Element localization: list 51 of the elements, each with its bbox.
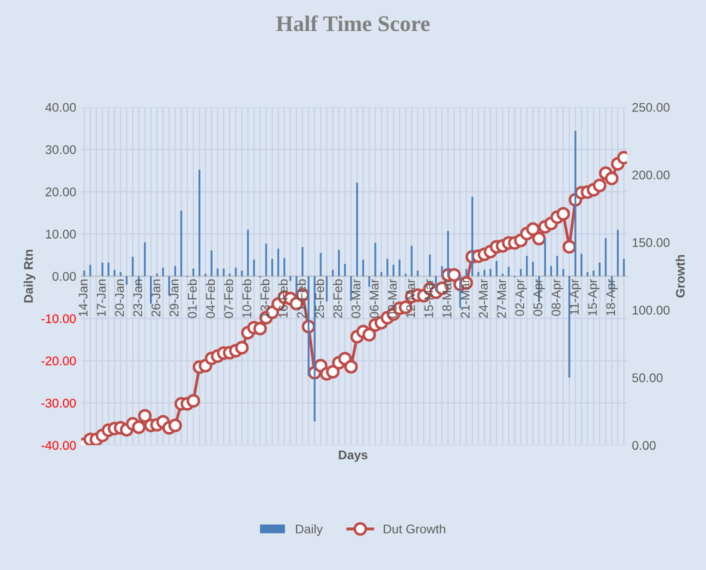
- x-tick-label: 10-Feb: [242, 279, 252, 318]
- x-tick-label: 09-Mar: [388, 279, 397, 318]
- x-tick-label: 15-Mar: [424, 279, 434, 318]
- x-tick-label: 12-Mar: [406, 279, 416, 318]
- x-tick-label: 14-Jan: [78, 280, 88, 316]
- x-tick-label: 08-Apr: [552, 279, 564, 316]
- x-tick-label: 04-Feb: [206, 279, 215, 318]
- y-tick-label: 0.00: [52, 272, 76, 281]
- y2-tick-label: 0.00: [632, 440, 656, 450]
- y-tick-label: 30.00: [46, 145, 76, 154]
- x-tick-label: 18-Mar: [442, 279, 452, 318]
- y-tick-label: 40.00: [45, 102, 76, 112]
- x-tick-label: 05-Apr: [534, 279, 545, 316]
- x-tick-label: 24-Mar: [478, 279, 488, 318]
- y-axis-title: Daily Rtn: [24, 250, 36, 302]
- x-tick-label: 28-Feb: [333, 279, 342, 318]
- x-tick-label: 01-Feb: [188, 279, 197, 318]
- x-tick-label: 16-Feb: [278, 279, 288, 318]
- legend-label: Dut Growth: [384, 524, 446, 534]
- x-tick-label: 23-Jan: [133, 280, 142, 316]
- y-tick-label: -40.00: [41, 440, 76, 450]
- x-tick-label: 21-Feb: [296, 279, 306, 318]
- y-tick-label: -30.00: [41, 398, 76, 408]
- x-tick-label: 06-Mar: [370, 279, 379, 318]
- x-tick-label: 11-Apr: [570, 279, 582, 315]
- legend-label: Daily: [296, 524, 323, 536]
- chart-title: Half Time Score: [276, 15, 430, 32]
- x-tick-label: 07-Feb: [224, 279, 234, 318]
- y-tick-label: -10.00: [41, 314, 76, 324]
- y2-tick-label: 100.00: [632, 306, 670, 315]
- y2-tick-label: 150.00: [632, 238, 670, 248]
- y-tick-label: 10.00: [46, 230, 76, 239]
- x-tick-label: 20-Jan: [115, 280, 124, 316]
- x-tick-label: 17-Jan: [97, 280, 106, 316]
- x-tick-label: 15-Apr: [588, 279, 600, 316]
- x-tick-label: 21-Mar: [460, 279, 470, 318]
- y-tick-label: -20.00: [41, 356, 76, 366]
- x-tick-label: 03-Mar: [352, 279, 360, 318]
- x-tick-label: 25-Feb: [314, 279, 324, 318]
- x-tick-label: 29-Jan: [170, 280, 179, 316]
- y2-axis-title: Growth: [676, 255, 685, 298]
- y-tick-label: 20.00: [46, 187, 76, 196]
- x-tick-label: 26-Jan: [151, 280, 160, 316]
- x-tick-label: 18-Apr: [606, 279, 618, 316]
- y2-tick-label: 50.00: [632, 373, 663, 382]
- y2-tick-label: 250.00: [632, 102, 670, 112]
- y2-tick-label: 200.00: [632, 170, 670, 180]
- x-tick-label: 02-Apr: [515, 279, 527, 316]
- x-tick-label: 27-Mar: [497, 279, 506, 318]
- x-axis-title: Days: [338, 450, 368, 462]
- x-tick-label: 13-Feb: [260, 279, 270, 318]
